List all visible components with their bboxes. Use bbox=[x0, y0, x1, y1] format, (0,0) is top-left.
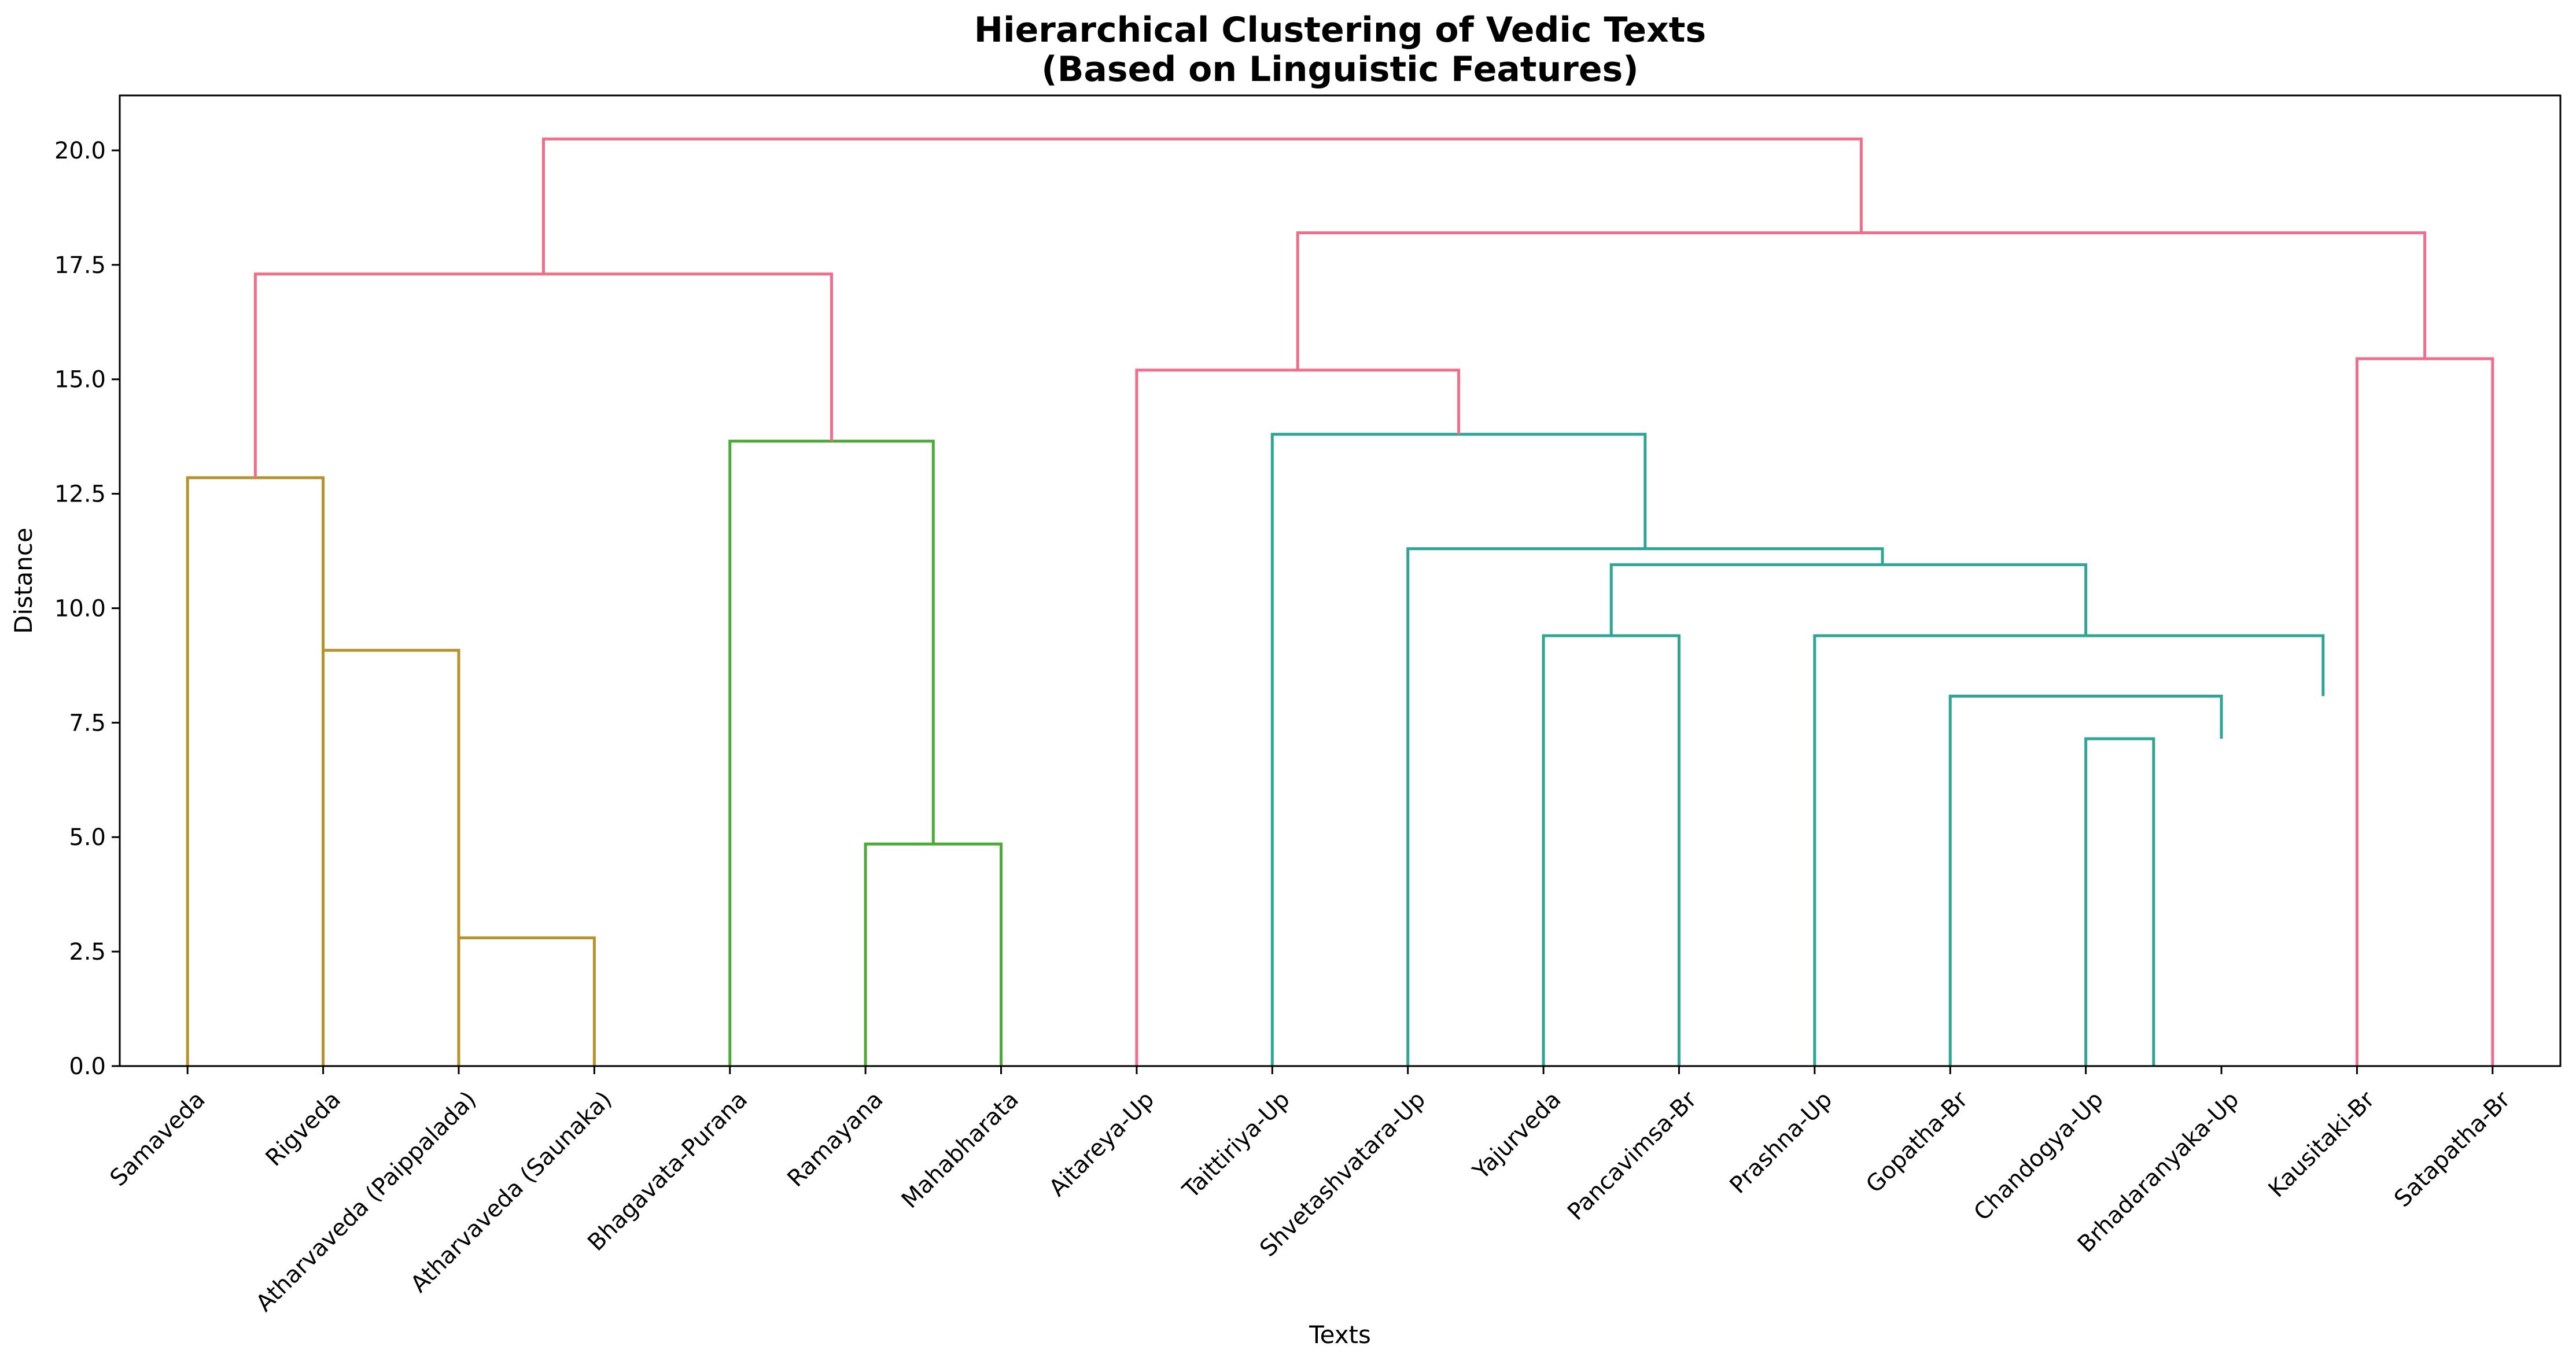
dendrogram-link bbox=[1406, 547, 1884, 1066]
y-tick-label: 2.5 bbox=[69, 939, 106, 965]
y-tick-label: 7.5 bbox=[69, 710, 106, 736]
y-tick-label: 0.0 bbox=[69, 1053, 106, 1080]
x-tick-label: Prashna-Up bbox=[1724, 1086, 1837, 1199]
x-tick-label: Kausitaki-Br bbox=[2264, 1086, 2380, 1203]
y-tick-label: 17.5 bbox=[54, 252, 106, 279]
x-tick-label: Chandogya-Up bbox=[1969, 1086, 2109, 1226]
dendrogram-link bbox=[728, 440, 935, 1066]
dendrogram-link bbox=[457, 936, 596, 1066]
x-tick-label: Atharvaveda (Paippalada) bbox=[251, 1086, 482, 1317]
x-axis-label: Texts bbox=[1309, 1321, 1371, 1349]
dendrogram-link bbox=[1813, 634, 2325, 1066]
y-tick-label: 12.5 bbox=[54, 481, 106, 508]
x-tick-label: Pancavimsa-Br bbox=[1562, 1086, 1702, 1226]
x-tick-label: Ramayana bbox=[782, 1086, 888, 1192]
y-tick-label: 15.0 bbox=[54, 367, 106, 393]
dendrogram-link bbox=[2084, 737, 2155, 1066]
y-tick-label: 20.0 bbox=[54, 138, 106, 164]
x-tick-label: Rigveda bbox=[261, 1086, 346, 1171]
y-axis-ticks: 0.0 2.5 5.0 7.5 10.0 12.5 15.0 17.5 20.0 bbox=[54, 138, 120, 1080]
y-tick-label: 5.0 bbox=[69, 824, 106, 851]
x-tick-label: Mahabharata bbox=[897, 1086, 1024, 1214]
plot-frame bbox=[119, 94, 2562, 1067]
chart-title: Hierarchical Clustering of Vedic Texts(B… bbox=[974, 10, 1706, 90]
y-tick-label: 10.0 bbox=[54, 595, 106, 622]
x-tick-label: Satapatha-Br bbox=[2389, 1086, 2515, 1212]
dendrogram-link bbox=[1270, 433, 1647, 1066]
x-tick-label: Taittiriya-Up bbox=[1177, 1086, 1295, 1204]
dendrogram-link bbox=[1542, 634, 1681, 1066]
x-tick-label: Samaveda bbox=[105, 1086, 211, 1192]
dendrogram-link bbox=[864, 842, 1003, 1066]
x-tick-label: Aitareya-Up bbox=[1044, 1086, 1160, 1202]
x-tick-label: Gopatha-Br bbox=[1861, 1086, 1973, 1199]
chart-title-line: (Based on Linguistic Features) bbox=[1041, 49, 1638, 90]
dendrogram-link bbox=[1948, 694, 2223, 1066]
y-axis-label: Distance bbox=[9, 528, 38, 634]
dendrogram-link bbox=[186, 476, 325, 1066]
dendrogram-link bbox=[2355, 357, 2494, 1066]
dendrogram-links bbox=[186, 137, 2494, 1066]
dendrogram-link bbox=[253, 272, 834, 478]
x-tick-label: Yajurveda bbox=[1468, 1086, 1567, 1185]
dendrogram-link bbox=[541, 137, 1863, 274]
dendrogram-link bbox=[322, 648, 460, 1066]
dendrogram-link bbox=[1609, 563, 2088, 636]
chart-title-line: Hierarchical Clustering of Vedic Texts bbox=[974, 10, 1706, 50]
dendrogram-link bbox=[1135, 368, 1461, 1066]
dendrogram-link bbox=[1296, 231, 2427, 370]
